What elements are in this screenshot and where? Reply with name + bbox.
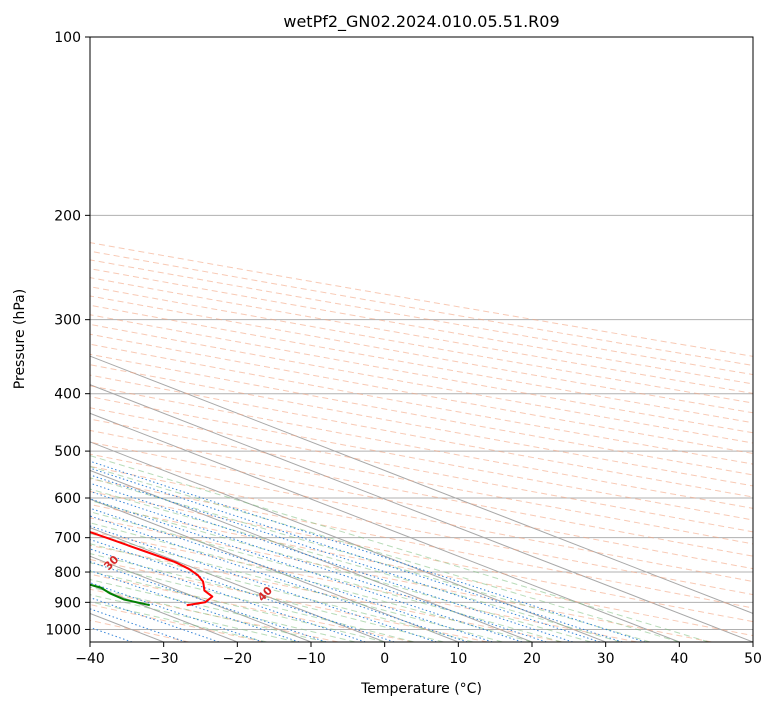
y-tick-label: 100	[54, 30, 81, 46]
dry-adiabat-line	[90, 478, 753, 609]
y-tick-label: 500	[54, 444, 81, 460]
moist-adiabat-line	[90, 543, 474, 642]
x-tick-label: 10	[449, 651, 467, 667]
x-tick-label: 30	[597, 651, 615, 667]
mixing-ratio-line	[90, 515, 468, 642]
dry-adiabat-line	[90, 323, 753, 444]
y-tick-label: 900	[54, 595, 81, 611]
plot-frame	[89, 36, 754, 643]
moist-adiabat-line	[90, 477, 651, 642]
x-tick-label: 50	[744, 651, 762, 667]
moist-adiabat-line	[90, 586, 326, 642]
x-tick-label: 20	[523, 651, 541, 667]
y-tick-label: 300	[54, 313, 81, 329]
plot-area: 0.10.20.40.611.52346810131620253036-100-…	[90, 37, 753, 642]
x-tick-label: 40	[670, 651, 688, 667]
x-tick-label: −40	[75, 651, 105, 667]
mixing-ratio-line	[90, 507, 493, 642]
moist-adiabat-line	[90, 511, 562, 642]
dry-adiabat-line	[90, 429, 753, 557]
axis-ticks: −40 −30 −20 −10 0 10 20 30 40 50 100 200 300 400 500 60…	[45, 30, 762, 667]
dry-adiabat-line	[90, 250, 753, 366]
dry-adiabat-line	[90, 491, 753, 623]
moist-adiabat-line	[90, 488, 621, 642]
y-tick-label: 700	[54, 531, 81, 547]
mixing-ratio-line	[90, 490, 547, 642]
y-axis-label: Pressure (hPa)	[12, 289, 28, 389]
mixing-ratio-line	[90, 525, 437, 642]
dry-adiabat-line	[90, 418, 753, 545]
isotherm-gridline	[90, 355, 753, 614]
moist-adiabat-line	[90, 466, 680, 642]
x-axis-label: Temperature (°C)	[360, 681, 482, 697]
dry-adiabat-line	[90, 259, 753, 376]
isotherm-gridline	[90, 441, 606, 642]
mixing-ratio-line	[90, 467, 623, 642]
y-tick-label: 1000	[45, 622, 81, 638]
x-tick-label: −20	[223, 651, 253, 667]
dry-adiabat-line	[90, 268, 753, 385]
dry-adiabat-line	[90, 333, 753, 454]
isotherm-gridline	[90, 384, 753, 642]
moist-adiabat-line	[90, 562, 415, 642]
isotherm-gridline	[90, 412, 680, 642]
chart-title: wetPf2_GN02.2024.010.05.51.R09	[283, 12, 559, 32]
y-tick-label: 200	[54, 208, 81, 224]
x-tick-label: −10	[296, 651, 326, 667]
dry-adiabat-line	[90, 242, 753, 357]
isotherm-gridline	[90, 498, 459, 642]
mixing-ratio-line	[90, 460, 646, 642]
moist-adiabat-line	[90, 570, 385, 642]
moist-adiabat-line	[90, 522, 533, 642]
y-tick-label: 800	[54, 565, 81, 581]
x-tick-label: −30	[149, 651, 179, 667]
mixing-ratio-line	[90, 608, 186, 642]
moist-adiabat-line	[90, 594, 297, 642]
temperature-profile-line	[90, 531, 214, 607]
dry-adiabat-line	[90, 277, 753, 394]
x-tick-label: 0	[380, 651, 389, 667]
moist-adiabat-line	[90, 455, 709, 642]
y-tick-label: 400	[54, 387, 81, 403]
y-tick-label: 600	[54, 491, 81, 507]
isotherm-gridline	[90, 527, 385, 642]
dry-adiabat-line	[90, 441, 753, 570]
